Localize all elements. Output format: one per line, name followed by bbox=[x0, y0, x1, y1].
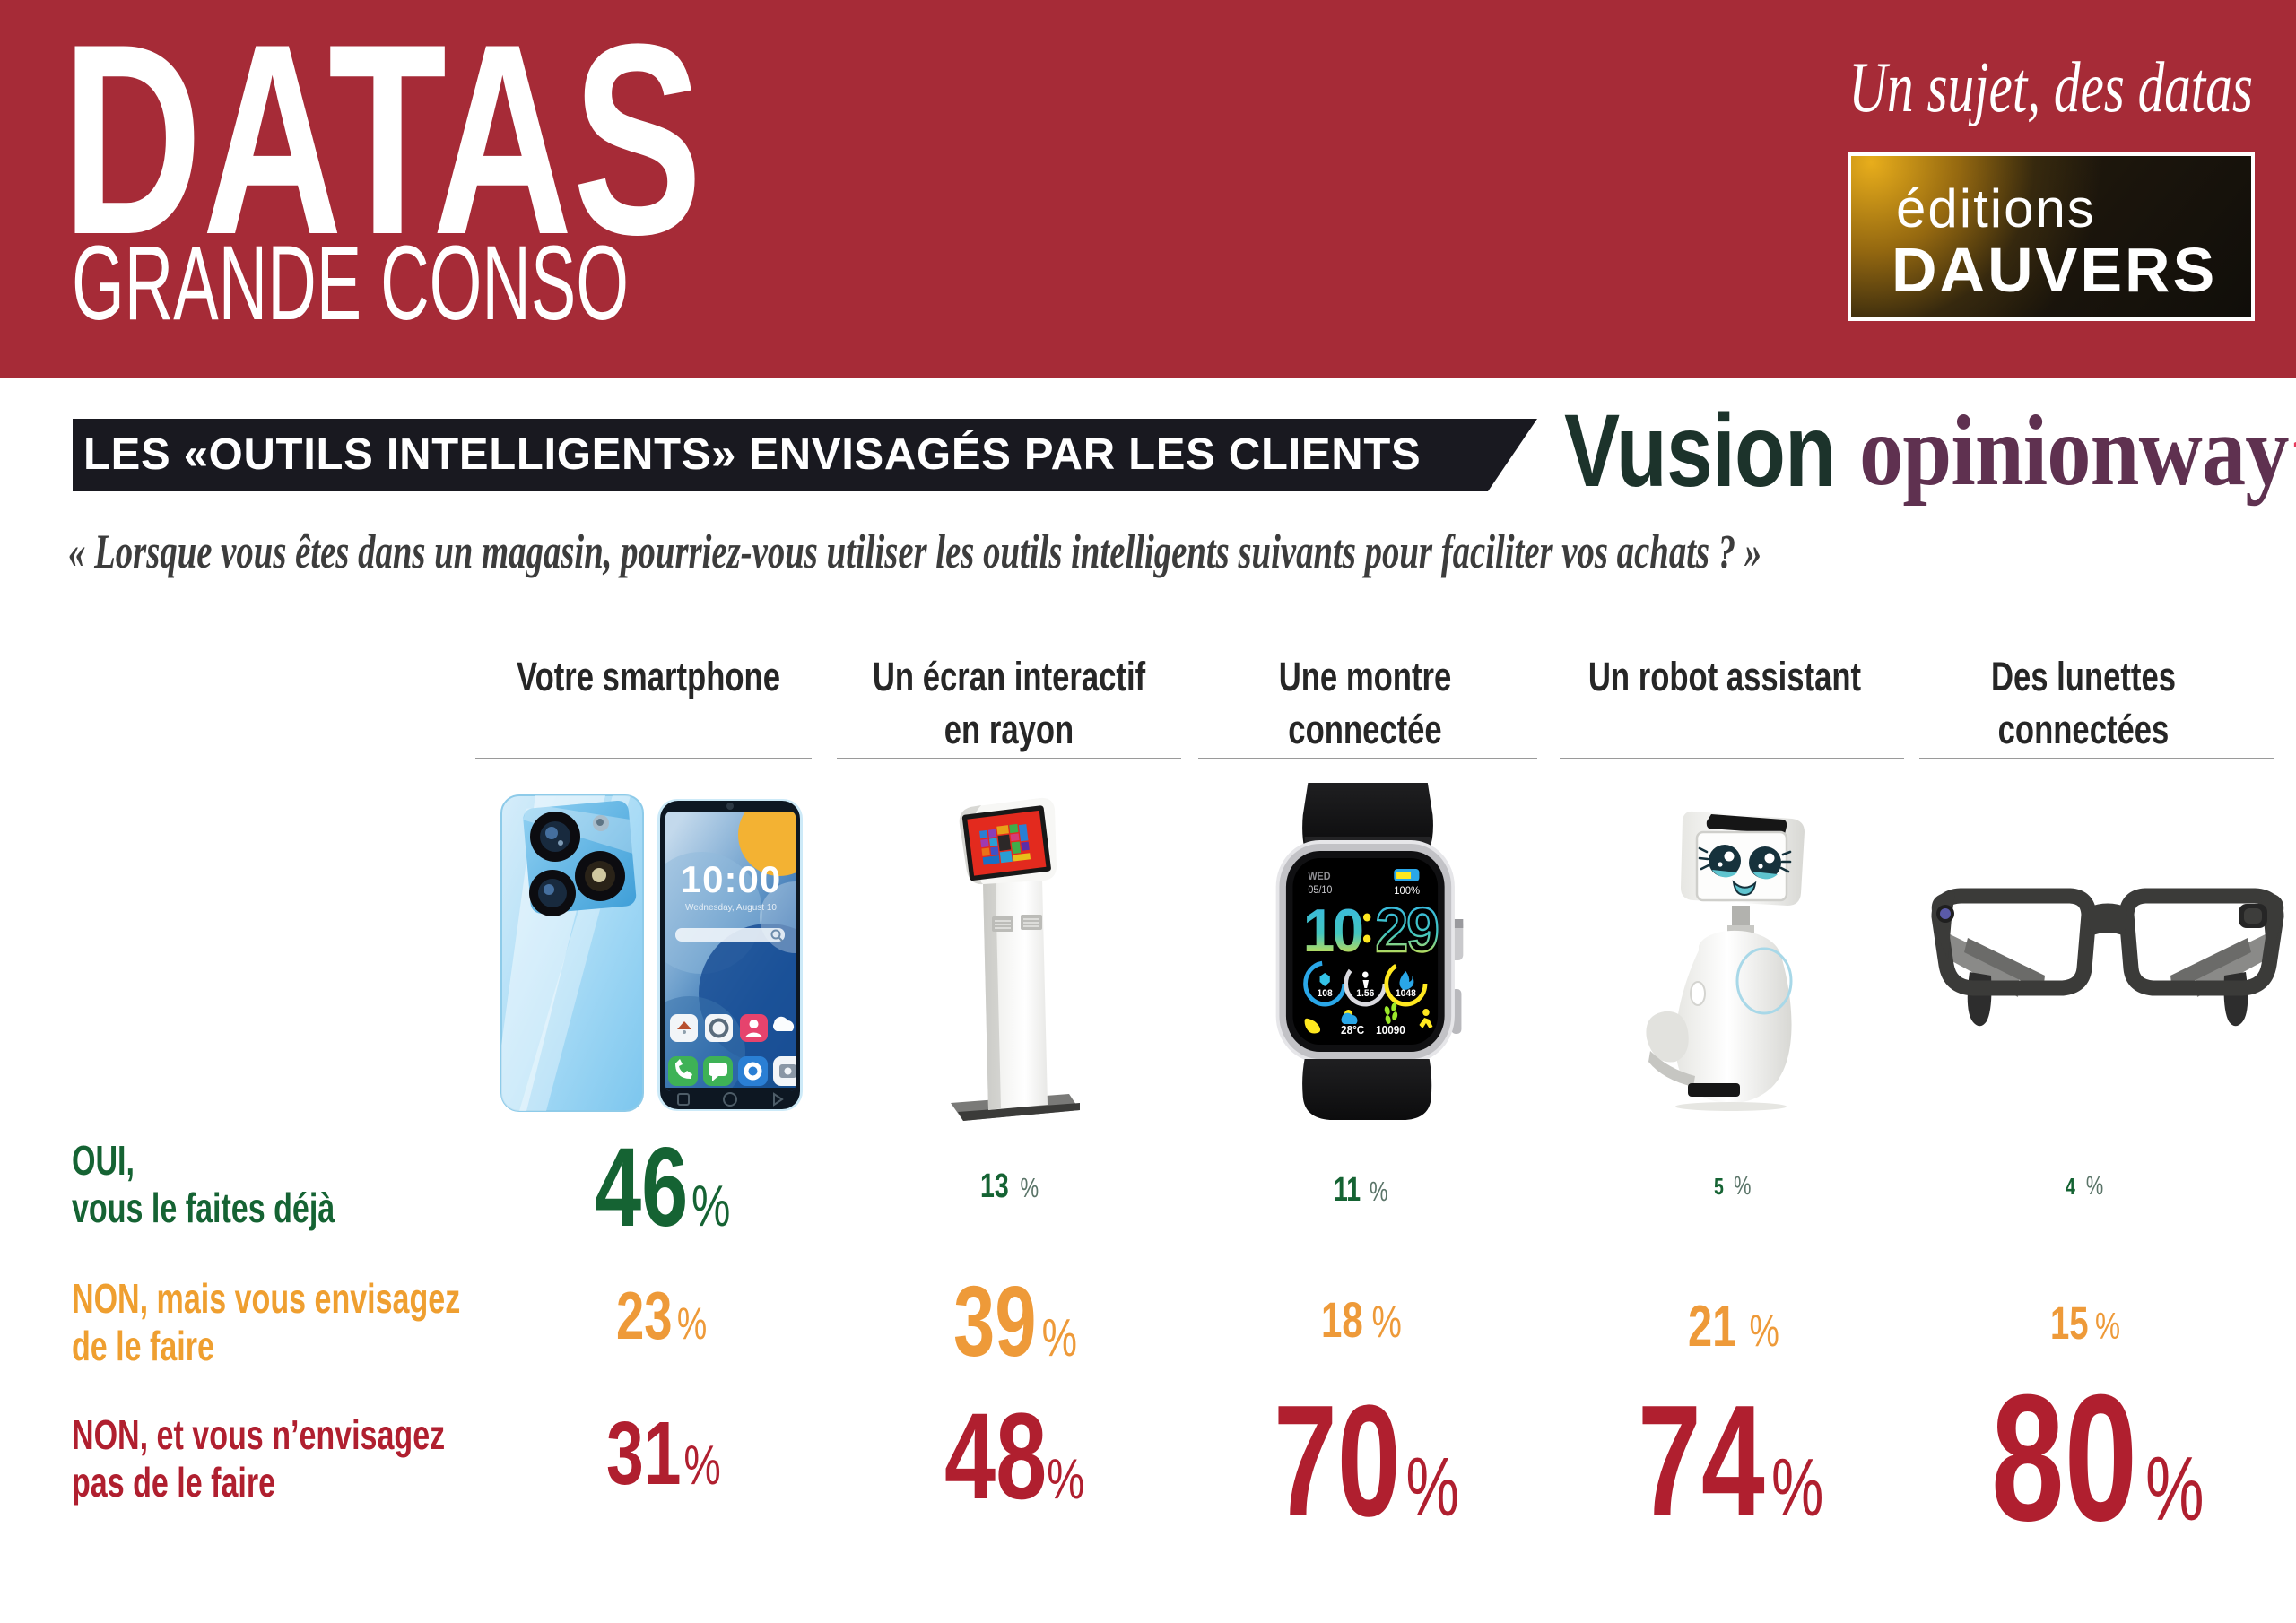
svg-text:05/10: 05/10 bbox=[1308, 885, 1332, 896]
svg-text:10090: 10090 bbox=[1376, 1024, 1405, 1037]
svg-text:10: 10 bbox=[1303, 896, 1362, 964]
svg-text:1.56: 1.56 bbox=[1356, 988, 1374, 999]
svg-text:108: 108 bbox=[1318, 988, 1333, 999]
svg-text:WED: WED bbox=[1308, 872, 1330, 882]
svg-text:29: 29 bbox=[1376, 896, 1439, 965]
svg-text:28°C: 28°C bbox=[1341, 1024, 1364, 1037]
svg-text:Wednesday, August 10: Wednesday, August 10 bbox=[685, 903, 777, 913]
svg-text:1048: 1048 bbox=[1396, 988, 1416, 999]
svg-text:10:00: 10:00 bbox=[681, 858, 781, 900]
svg-text:100%: 100% bbox=[1394, 885, 1420, 897]
